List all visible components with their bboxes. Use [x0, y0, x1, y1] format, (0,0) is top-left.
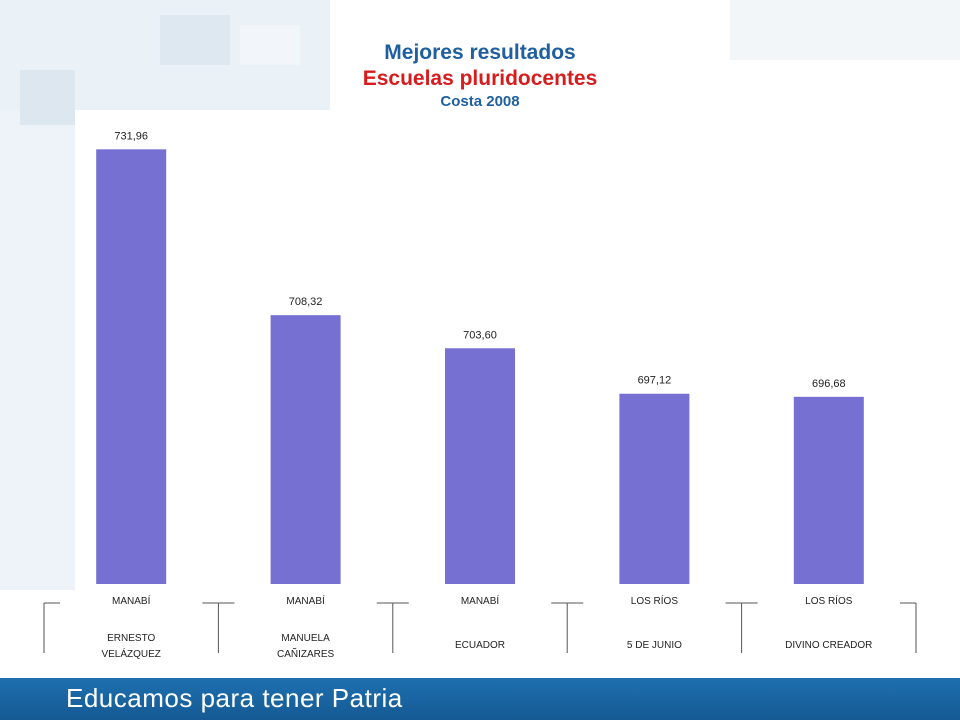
category-province-label: LOS RÍOS [631, 594, 679, 607]
category-school-label: DIVINO CREADOR [785, 640, 872, 651]
bar [270, 315, 341, 584]
background-decoration [160, 15, 230, 65]
category-school-label: VELÁZQUEZ [101, 647, 160, 660]
background-decoration [20, 70, 75, 125]
category-school-label: 5 DE JUNIO [627, 640, 682, 651]
category-province-label: LOS RÍOS [805, 594, 853, 607]
bar [96, 149, 167, 584]
category-school-label: MANUELA [281, 633, 330, 644]
bar [793, 396, 864, 584]
bar [619, 393, 690, 584]
background-decoration [240, 25, 300, 65]
background-decoration [0, 110, 75, 590]
category-school-label: CAÑIZARES [277, 647, 335, 660]
category-province-label: MANABÍ [286, 594, 325, 607]
bar-chart: 731,96 708,32 703,60 697,12 696,68 MANABÍ ERNE… [43, 130, 917, 660]
data-label: 731,96 [114, 130, 148, 142]
category-school-label: ECUADOR [455, 640, 505, 651]
chart-subtitle: Escuelas pluridocentes [362, 67, 598, 90]
data-label: 703,60 [463, 329, 497, 341]
footer-banner: Educamos para tener Patria [0, 678, 960, 720]
category-province-label: MANABÍ [112, 594, 151, 607]
background-decoration [730, 0, 960, 60]
category-province-label: MANABÍ [461, 594, 500, 607]
data-label: 696,68 [812, 378, 846, 390]
data-label: 708,32 [289, 296, 323, 308]
chart-title-block: Mejores resultados Escuelas pluridocente… [0, 40, 960, 112]
bar [445, 348, 515, 584]
data-label: 697,12 [638, 375, 672, 387]
chart-period: Costa 2008 [440, 93, 520, 110]
category-school-label: ERNESTO [107, 633, 155, 644]
chart-title: Mejores resultados [384, 41, 576, 64]
footer-slogan: Educamos para tener Patria [66, 683, 403, 713]
